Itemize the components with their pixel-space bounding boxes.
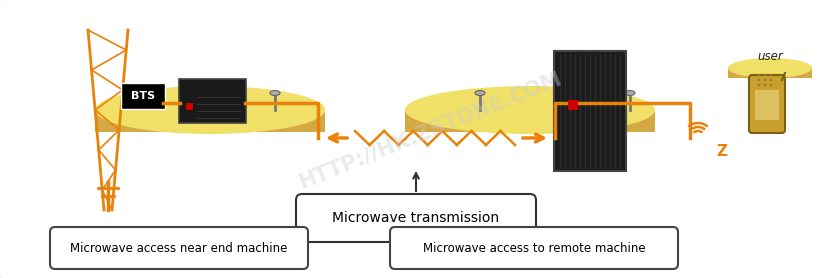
- Ellipse shape: [762, 79, 766, 81]
- Bar: [567, 100, 577, 110]
- Ellipse shape: [757, 74, 759, 76]
- Ellipse shape: [270, 91, 280, 96]
- FancyBboxPatch shape: [390, 227, 677, 269]
- Bar: [727, 68, 811, 78]
- Text: Z: Z: [715, 144, 726, 159]
- Text: BTS: BTS: [131, 91, 155, 101]
- Ellipse shape: [757, 84, 759, 86]
- Ellipse shape: [762, 84, 766, 86]
- Text: Microwave access near end machine: Microwave access near end machine: [70, 242, 287, 254]
- Ellipse shape: [95, 86, 325, 134]
- FancyBboxPatch shape: [121, 83, 165, 109]
- Ellipse shape: [404, 86, 654, 134]
- Ellipse shape: [757, 79, 759, 81]
- Bar: [754, 90, 778, 120]
- Text: Microwave transmission: Microwave transmission: [332, 211, 499, 225]
- FancyBboxPatch shape: [179, 79, 246, 123]
- Bar: [95, 110, 325, 132]
- Ellipse shape: [768, 79, 772, 81]
- Text: user: user: [756, 49, 782, 63]
- Ellipse shape: [624, 91, 634, 96]
- Ellipse shape: [475, 91, 485, 96]
- Ellipse shape: [727, 58, 811, 78]
- Ellipse shape: [762, 74, 766, 76]
- Text: Microwave access to remote machine: Microwave access to remote machine: [422, 242, 644, 254]
- Bar: [186, 103, 193, 110]
- Ellipse shape: [768, 84, 772, 86]
- FancyBboxPatch shape: [50, 227, 308, 269]
- Bar: [404, 110, 654, 132]
- FancyBboxPatch shape: [748, 75, 784, 133]
- FancyBboxPatch shape: [553, 51, 625, 171]
- Ellipse shape: [768, 74, 772, 76]
- FancyBboxPatch shape: [295, 194, 535, 242]
- Text: HTTP://HK.ZSTONE.COM: HTTP://HK.ZSTONE.COM: [295, 68, 564, 192]
